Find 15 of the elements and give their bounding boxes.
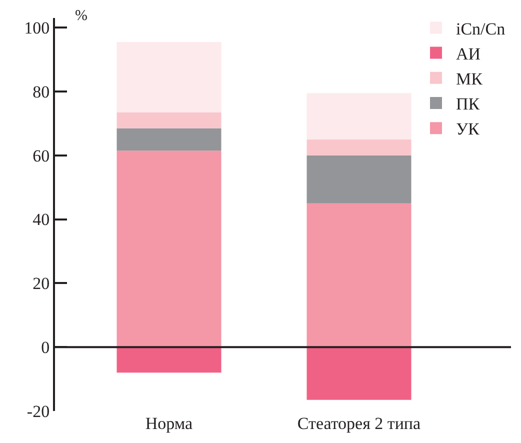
legend-label: ПК [456, 94, 480, 114]
y-tick-label: 40 [32, 210, 50, 230]
legend-label: УК [456, 120, 480, 139]
x-tick-label: Стеаторея 2 типа [297, 414, 422, 433]
y-tick-label: 80 [32, 82, 50, 102]
y-tick-label: 20 [32, 274, 50, 294]
y-tick-label: 0 [41, 338, 50, 358]
y-tick-label: -20 [26, 402, 50, 421]
y-tick-label: 100 [24, 18, 50, 38]
legend-label: iCn/Cn [456, 19, 506, 38]
y-tick-label: 60 [32, 146, 50, 166]
x-tick-label: Норма [145, 414, 194, 433]
y-axis-title: % [75, 8, 88, 24]
legend-label: АИ [456, 44, 481, 64]
legend-label: МК [456, 70, 484, 89]
